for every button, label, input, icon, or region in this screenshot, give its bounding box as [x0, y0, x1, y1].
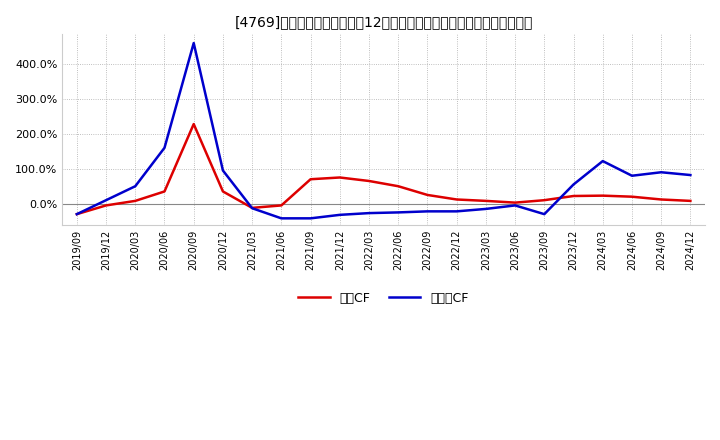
フリーCF	[657, 169, 665, 175]
営業CF	[160, 189, 168, 194]
営業CF	[102, 203, 110, 208]
フリーCF	[510, 203, 519, 208]
フリーCF	[189, 40, 198, 46]
Legend: 営業CF, フリーCF: 営業CF, フリーCF	[293, 287, 474, 310]
Title: [4769]　キャッシュフローの12か月移動合計の対前年同期増減率の推移: [4769] キャッシュフローの12か月移動合計の対前年同期増減率の推移	[235, 15, 533, 29]
フリーCF	[306, 216, 315, 221]
フリーCF	[131, 183, 140, 189]
Line: フリーCF: フリーCF	[77, 43, 690, 218]
営業CF	[306, 176, 315, 182]
営業CF	[219, 189, 228, 194]
営業CF	[657, 197, 665, 202]
フリーCF	[686, 172, 695, 178]
営業CF	[336, 175, 344, 180]
フリーCF	[248, 205, 256, 211]
フリーCF	[423, 209, 432, 214]
フリーCF	[628, 173, 636, 178]
営業CF	[570, 193, 578, 198]
フリーCF	[160, 145, 168, 150]
フリーCF	[336, 212, 344, 217]
フリーCF	[394, 210, 402, 215]
営業CF	[277, 203, 286, 208]
営業CF	[73, 212, 81, 217]
営業CF	[365, 178, 374, 183]
営業CF	[510, 200, 519, 205]
フリーCF	[570, 182, 578, 187]
フリーCF	[102, 198, 110, 203]
Line: 営業CF: 営業CF	[77, 124, 690, 214]
営業CF	[131, 198, 140, 204]
営業CF	[482, 198, 490, 204]
フリーCF	[277, 216, 286, 221]
営業CF	[540, 198, 549, 203]
フリーCF	[365, 210, 374, 216]
営業CF	[394, 183, 402, 189]
営業CF	[189, 121, 198, 127]
フリーCF	[219, 168, 228, 173]
フリーCF	[598, 158, 607, 164]
フリーCF	[73, 212, 81, 217]
営業CF	[248, 205, 256, 210]
営業CF	[452, 197, 461, 202]
営業CF	[686, 198, 695, 204]
フリーCF	[482, 206, 490, 212]
営業CF	[628, 194, 636, 199]
フリーCF	[540, 212, 549, 217]
フリーCF	[452, 209, 461, 214]
営業CF	[423, 192, 432, 198]
営業CF	[598, 193, 607, 198]
